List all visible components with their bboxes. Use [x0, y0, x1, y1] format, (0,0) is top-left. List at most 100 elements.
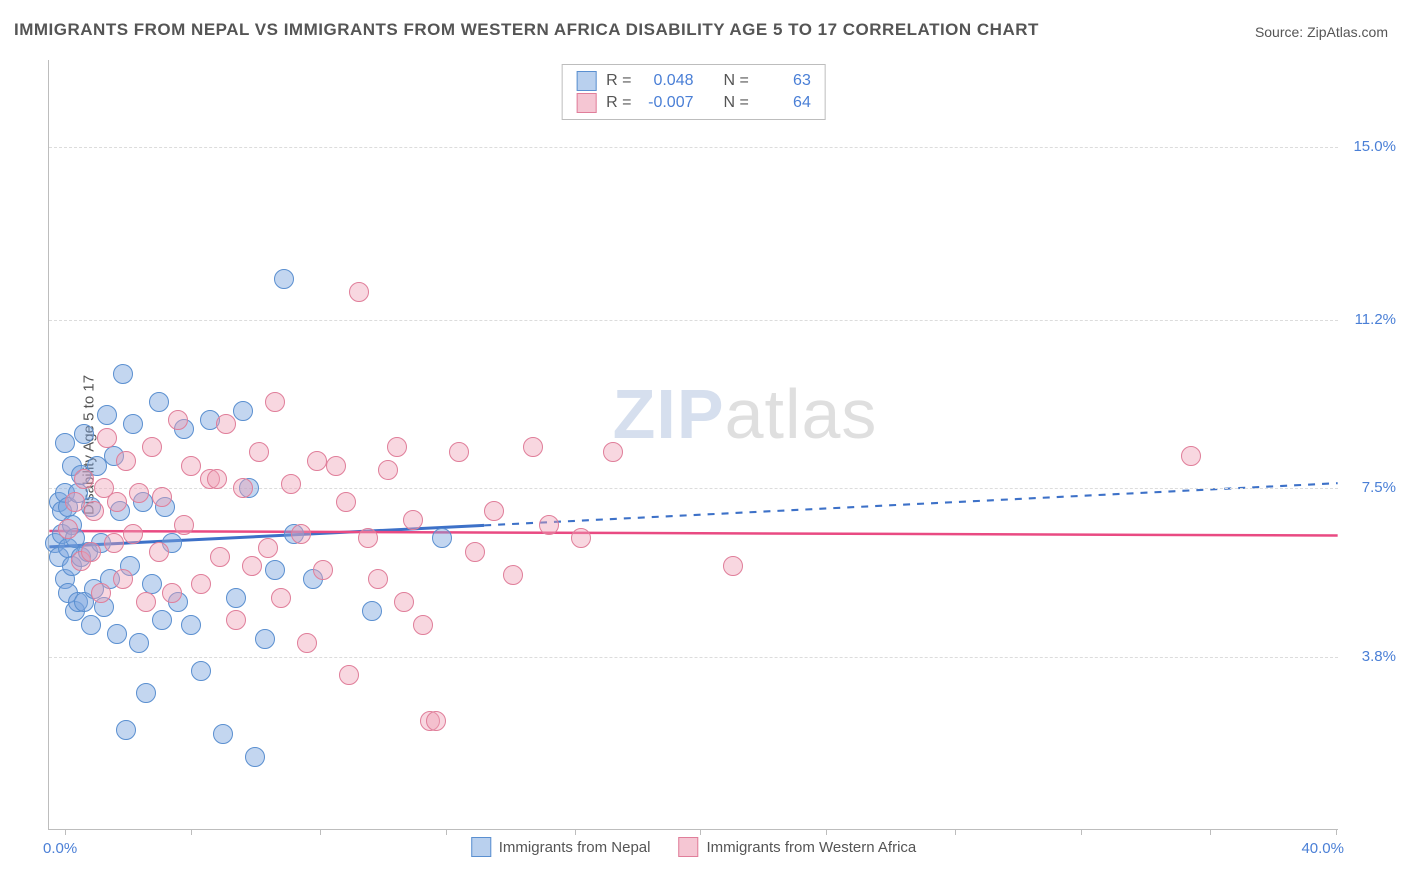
scatter-point: [403, 510, 423, 530]
scatter-point: [152, 487, 172, 507]
legend-swatch: [576, 93, 596, 113]
scatter-point: [116, 720, 136, 740]
scatter-point: [113, 364, 133, 384]
scatter-point: [358, 528, 378, 548]
scatter-point: [387, 437, 407, 457]
gridline-horizontal: [49, 657, 1338, 658]
scatter-point: [74, 424, 94, 444]
scatter-point: [136, 592, 156, 612]
source-prefix: Source:: [1255, 24, 1307, 40]
scatter-point: [258, 538, 278, 558]
legend-swatch: [678, 837, 698, 857]
scatter-point: [136, 683, 156, 703]
scatter-point: [336, 492, 356, 512]
stats-row: R = 0.048 N = 63: [576, 71, 811, 91]
scatter-point: [233, 478, 253, 498]
scatter-point: [207, 469, 227, 489]
trend-line-solid: [49, 531, 1337, 536]
scatter-point: [603, 442, 623, 462]
scatter-point: [265, 560, 285, 580]
scatter-point: [274, 269, 294, 289]
scatter-point: [129, 633, 149, 653]
scatter-point: [255, 629, 275, 649]
scatter-point: [174, 515, 194, 535]
scatter-point: [1181, 446, 1201, 466]
x-axis-max-label: 40.0%: [1301, 840, 1344, 857]
scatter-point: [394, 592, 414, 612]
stat-r-value: 0.048: [642, 72, 694, 90]
scatter-point: [104, 533, 124, 553]
scatter-point: [74, 469, 94, 489]
scatter-point: [432, 528, 452, 548]
scatter-point: [116, 451, 136, 471]
scatter-point: [307, 451, 327, 471]
stats-legend-box: R =0.048N =63R =-0.007N =64: [561, 64, 826, 120]
scatter-point: [152, 610, 172, 630]
watermark: ZIPatlas: [613, 374, 878, 454]
scatter-point: [213, 724, 233, 744]
trend-line-dashed: [484, 483, 1338, 525]
scatter-point: [97, 428, 117, 448]
x-tick-mark: [1081, 829, 1082, 835]
scatter-point: [326, 456, 346, 476]
scatter-point: [339, 665, 359, 685]
scatter-point: [149, 542, 169, 562]
trend-lines-svg: [49, 60, 1338, 829]
scatter-point: [362, 601, 382, 621]
scatter-point: [181, 615, 201, 635]
scatter-point: [191, 574, 211, 594]
source-link[interactable]: ZipAtlas.com: [1307, 24, 1388, 40]
x-tick-mark: [1210, 829, 1211, 835]
scatter-point: [378, 460, 398, 480]
scatter-point: [313, 560, 333, 580]
stat-r-label: R =: [606, 94, 631, 112]
y-tick-label: 3.8%: [1362, 648, 1396, 665]
x-tick-mark: [700, 829, 701, 835]
scatter-point: [271, 588, 291, 608]
scatter-point: [226, 610, 246, 630]
scatter-point: [210, 547, 230, 567]
scatter-point: [91, 583, 111, 603]
scatter-point: [123, 524, 143, 544]
stat-n-value: 63: [759, 72, 811, 90]
legend-swatch: [471, 837, 491, 857]
scatter-point: [281, 474, 301, 494]
stat-r-value: -0.007: [642, 94, 694, 112]
scatter-point: [723, 556, 743, 576]
scatter-chart: Disability Age 5 to 17 ZIPatlas R =0.048…: [48, 60, 1338, 830]
scatter-point: [216, 414, 236, 434]
scatter-point: [539, 515, 559, 535]
scatter-point: [107, 624, 127, 644]
scatter-point: [84, 501, 104, 521]
scatter-point: [181, 456, 201, 476]
scatter-point: [142, 574, 162, 594]
scatter-point: [297, 633, 317, 653]
scatter-point: [245, 747, 265, 767]
y-tick-label: 11.2%: [1355, 311, 1396, 328]
scatter-point: [191, 661, 211, 681]
scatter-point: [465, 542, 485, 562]
stat-r-label: R =: [606, 72, 631, 90]
scatter-point: [142, 437, 162, 457]
y-tick-label: 15.0%: [1353, 138, 1396, 155]
scatter-point: [81, 615, 101, 635]
scatter-point: [571, 528, 591, 548]
legend-item: Immigrants from Nepal: [471, 837, 651, 857]
scatter-point: [107, 492, 127, 512]
legend-item: Immigrants from Western Africa: [678, 837, 916, 857]
stat-n-value: 64: [759, 94, 811, 112]
scatter-point: [149, 392, 169, 412]
bottom-legend: Immigrants from Nepal Immigrants from Wes…: [471, 837, 917, 857]
scatter-point: [368, 569, 388, 589]
scatter-point: [129, 483, 149, 503]
scatter-point: [97, 405, 117, 425]
scatter-point: [123, 414, 143, 434]
scatter-point: [113, 569, 133, 589]
stat-n-label: N =: [724, 72, 749, 90]
scatter-point: [55, 433, 75, 453]
scatter-point: [413, 615, 433, 635]
scatter-point: [426, 711, 446, 731]
scatter-point: [162, 583, 182, 603]
stats-row: R =-0.007N =64: [576, 93, 811, 113]
scatter-point: [349, 282, 369, 302]
